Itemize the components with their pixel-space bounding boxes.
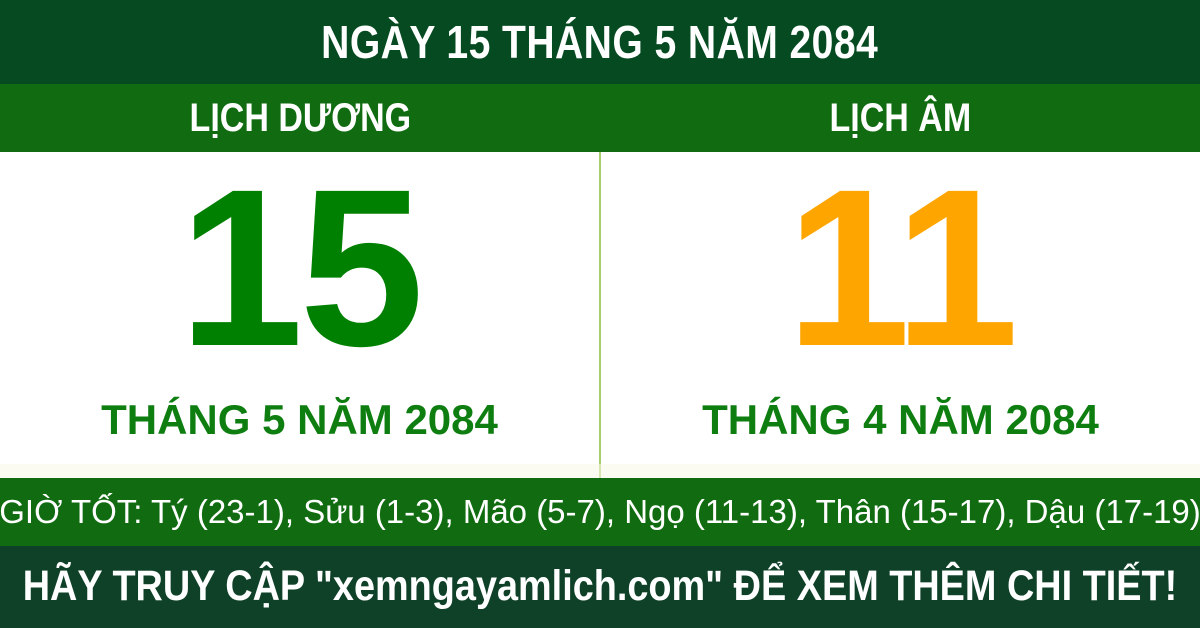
calendar-column-headers: LỊCH DƯƠNG LỊCH ÂM [0, 84, 1200, 152]
solar-month-year: THÁNG 5 NĂM 2084 [101, 395, 498, 443]
date-title-bar: NGÀY 15 THÁNG 5 NĂM 2084 [0, 0, 1200, 84]
solar-calendar-label: LỊCH DƯƠNG [189, 96, 411, 140]
footer-cta-bar: HÃY TRUY CẬP "xemngayamlich.com" ĐỂ XEM … [0, 546, 1200, 628]
good-hours-bar: GIỜ TỐT: Tý (23-1), Sửu (1-3), Mão (5-7)… [0, 478, 1200, 546]
lunar-calendar-header: LỊCH ÂM [600, 84, 1200, 152]
solar-day-number: 15 [178, 143, 424, 393]
lunar-calendar-label: LỊCH ÂM [829, 96, 971, 140]
lunar-month-year: THÁNG 4 NĂM 2084 [702, 395, 1099, 443]
solar-panel: 15 THÁNG 5 NĂM 2084 [0, 152, 599, 478]
lunar-day-number: 11 [786, 143, 1019, 393]
day-panels: 15 THÁNG 5 NĂM 2084 11 THÁNG 4 NĂM 2084 [0, 152, 1200, 478]
lunar-panel: 11 THÁNG 4 NĂM 2084 [601, 152, 1200, 478]
page-title: NGÀY 15 THÁNG 5 NĂM 2084 [321, 15, 879, 68]
footer-cta-text: HÃY TRUY CẬP "xemngayamlich.com" ĐỂ XEM … [22, 562, 1178, 611]
good-hours-text: GIỜ TỐT: Tý (23-1), Sửu (1-3), Mão (5-7)… [0, 493, 1200, 531]
solar-calendar-header: LỊCH DƯƠNG [0, 84, 600, 152]
panel-divider [599, 152, 601, 478]
